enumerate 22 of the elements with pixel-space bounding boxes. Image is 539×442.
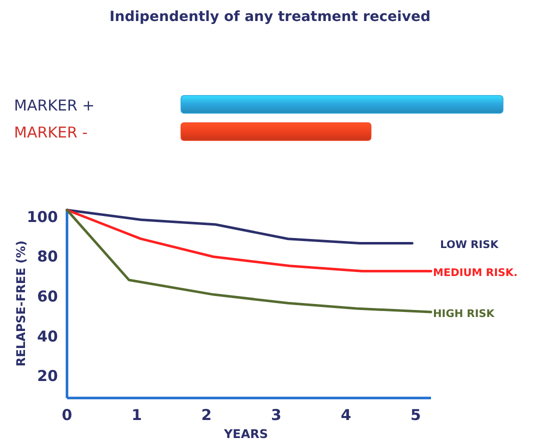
- y-tick-label: 40: [37, 327, 58, 346]
- series-label: HIGH RISK: [433, 308, 496, 320]
- chart-title: Indipendently of any treatment received: [110, 9, 430, 25]
- x-tick-label: 1: [132, 406, 142, 424]
- x-tick-label: 4: [340, 406, 352, 424]
- y-axis-title: RELAPSE-FREE (%): [14, 240, 28, 366]
- y-tick-label: 20: [37, 367, 58, 386]
- y-tick-label: 80: [37, 248, 58, 266]
- line-series: [66, 208, 432, 272]
- y-tick-label: 100: [26, 208, 58, 226]
- x-tick-label: 2: [201, 406, 212, 424]
- series-label: MEDIUM RISK.: [433, 267, 518, 280]
- line-series: [66, 208, 432, 314]
- line-series: [66, 208, 414, 244]
- x-axis-title: YEARS: [222, 427, 268, 441]
- y-tick-label: 60: [37, 288, 58, 306]
- x-tick-label: 5: [410, 406, 421, 424]
- x-tick-label: 3: [270, 406, 282, 424]
- x-tick-label: 0: [62, 406, 72, 424]
- y-tick-label: MARKER -: [14, 124, 88, 142]
- text: LOW RISK: [440, 239, 500, 252]
- y-tick-label: MARKER +: [14, 96, 95, 114]
